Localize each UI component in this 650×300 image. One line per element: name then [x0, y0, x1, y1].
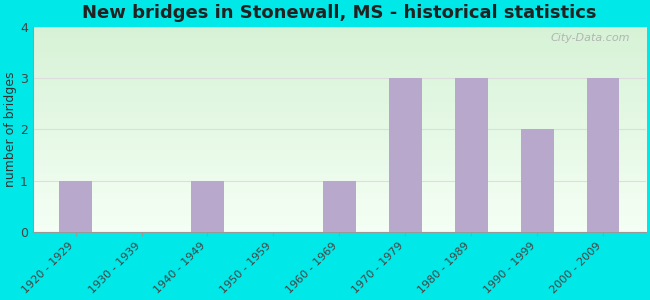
Text: City-Data.com: City-Data.com — [551, 33, 630, 43]
Bar — [59, 181, 92, 232]
Bar — [389, 78, 422, 232]
Y-axis label: number of bridges: number of bridges — [4, 71, 17, 187]
Bar — [323, 181, 356, 232]
Bar — [586, 78, 619, 232]
Title: New bridges in Stonewall, MS - historical statistics: New bridges in Stonewall, MS - historica… — [82, 4, 597, 22]
Bar — [191, 181, 224, 232]
Bar — [521, 129, 554, 232]
Bar — [454, 78, 488, 232]
